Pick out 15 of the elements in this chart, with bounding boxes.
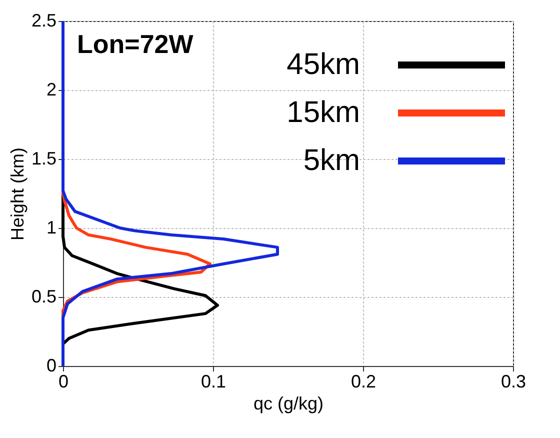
x-axis-title: qc (g/kg) <box>253 394 324 414</box>
y-tick-label: 0.5 <box>31 286 56 306</box>
x-tick-label: 0.1 <box>200 372 226 392</box>
annotation: Lon=72W <box>77 29 194 59</box>
y-tick-label: 2 <box>46 80 56 100</box>
legend-label: 5km <box>303 144 360 177</box>
y-tick-label: 0 <box>46 356 56 376</box>
y-tick-label: 1.5 <box>31 148 56 168</box>
x-tick-label: 0.2 <box>350 372 376 392</box>
y-axis-title: Height (km) <box>7 147 28 241</box>
legend-label: 15km <box>286 96 360 129</box>
legend-label: 45km <box>286 48 360 81</box>
x-tick-label: 0.3 <box>500 372 526 392</box>
y-tick-label: 1 <box>46 218 56 238</box>
y-tick-label: 2.5 <box>31 10 56 30</box>
